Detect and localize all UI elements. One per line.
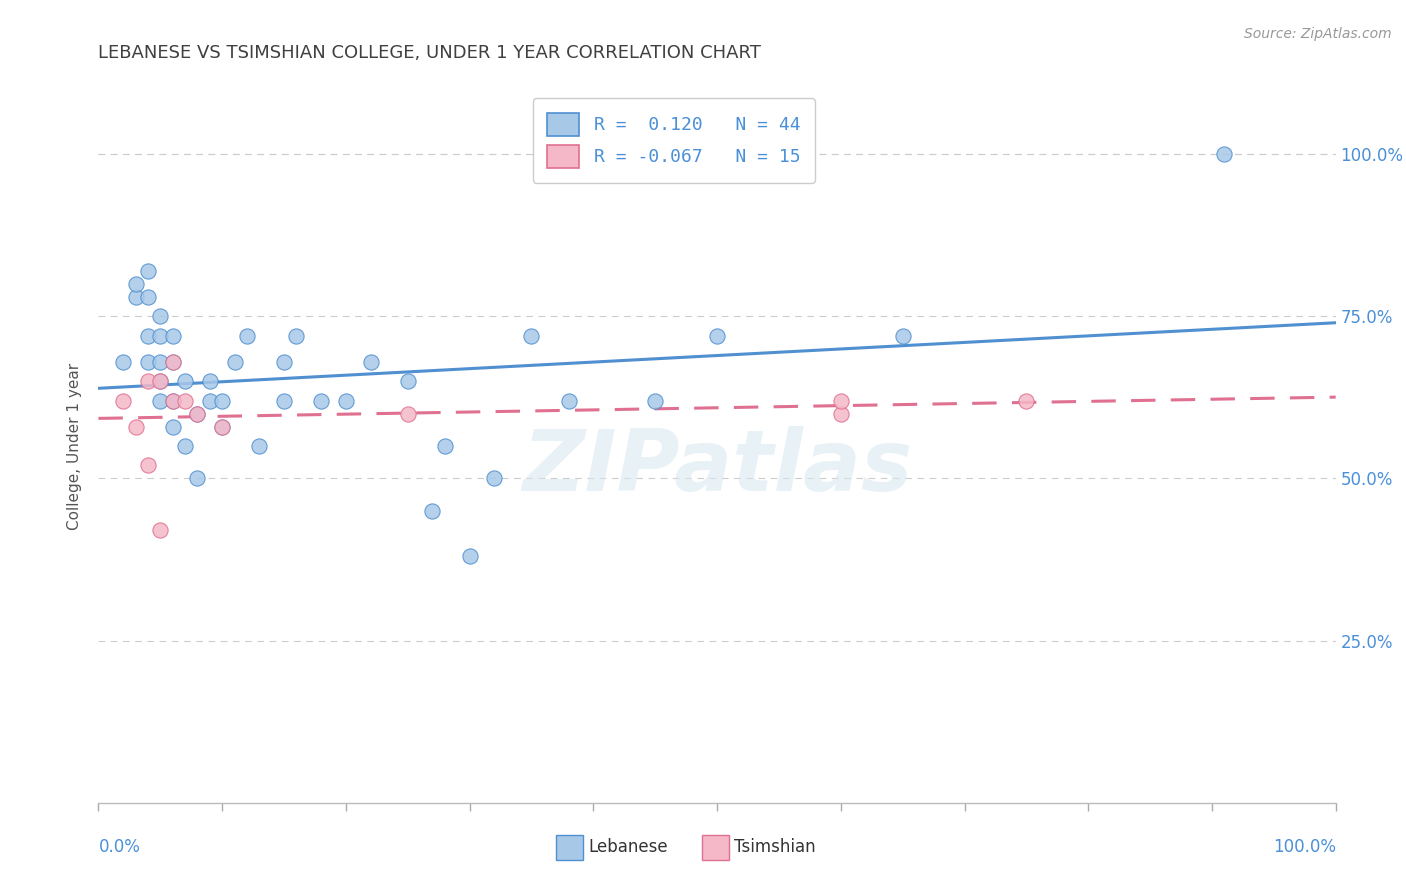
Point [174,374,197,388]
Point [891,328,914,343]
Point [830,393,852,408]
Point [162,419,184,434]
Point [198,393,221,408]
Point [149,354,172,368]
Text: LEBANESE VS TSIMSHIAN COLLEGE, UNDER 1 YEAR CORRELATION CHART: LEBANESE VS TSIMSHIAN COLLEGE, UNDER 1 Y… [98,45,761,62]
Point [136,264,159,278]
Point [162,354,184,368]
Point [236,328,259,343]
Point [186,471,208,485]
FancyBboxPatch shape [702,835,730,860]
Text: 100.0%: 100.0% [1272,838,1336,856]
Point [186,407,208,421]
Point [149,524,172,538]
Point [149,393,172,408]
Point [224,354,246,368]
Text: Tsimshian: Tsimshian [734,838,815,856]
Point [706,328,728,343]
Point [112,354,135,368]
Point [484,471,506,485]
Point [174,439,197,453]
Point [149,374,172,388]
Point [433,439,456,453]
Point [198,374,221,388]
Point [557,393,579,408]
Point [149,310,172,324]
Point [422,504,444,518]
Point [1213,147,1236,161]
Point [211,393,233,408]
Point [211,419,233,434]
Point [149,374,172,388]
Point [520,328,543,343]
Point [309,393,332,408]
Point [124,290,146,304]
Point [211,419,233,434]
Point [396,407,419,421]
Point [285,328,308,343]
FancyBboxPatch shape [557,835,583,860]
Point [124,419,146,434]
Text: Lebanese: Lebanese [588,838,668,856]
Point [162,393,184,408]
Point [458,549,481,564]
Point [396,374,419,388]
Point [273,393,295,408]
Point [136,458,159,473]
Text: Source: ZipAtlas.com: Source: ZipAtlas.com [1244,27,1392,41]
Point [360,354,382,368]
Point [644,393,666,408]
Text: ZIPatlas: ZIPatlas [522,425,912,509]
Y-axis label: College, Under 1 year: College, Under 1 year [67,362,83,530]
Point [162,393,184,408]
Point [186,407,208,421]
Point [124,277,146,291]
Point [335,393,357,408]
Point [273,354,295,368]
Point [162,328,184,343]
Point [149,328,172,343]
Point [136,374,159,388]
Point [136,290,159,304]
Point [1015,393,1038,408]
Point [136,328,159,343]
Legend: R =  0.120   N = 44, R = -0.067   N = 15: R = 0.120 N = 44, R = -0.067 N = 15 [533,98,815,183]
Point [136,354,159,368]
Text: 0.0%: 0.0% [98,838,141,856]
Point [174,393,197,408]
Point [830,407,852,421]
Point [247,439,270,453]
Point [112,393,135,408]
Point [162,354,184,368]
